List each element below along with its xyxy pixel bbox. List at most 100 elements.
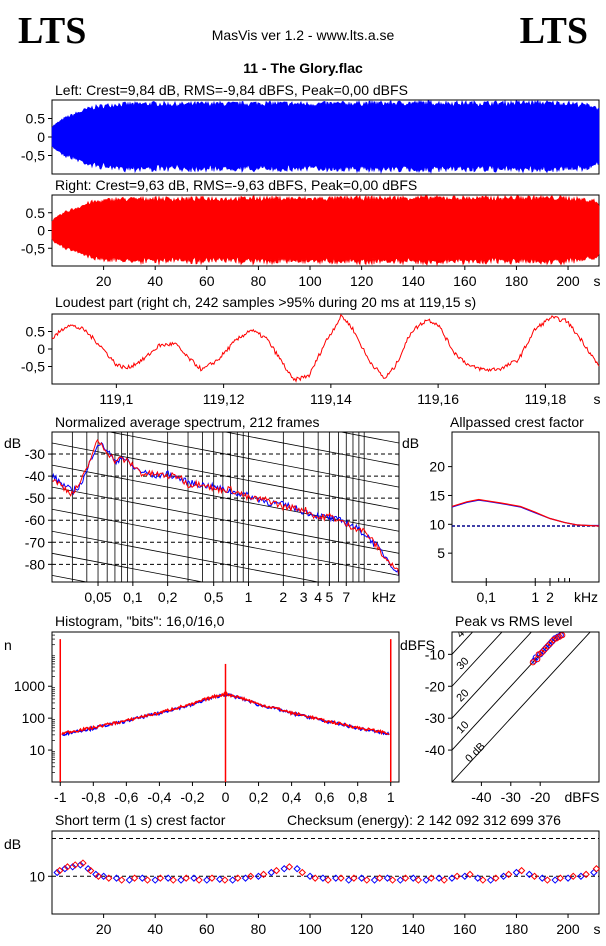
short-term-point xyxy=(551,876,559,884)
spectrum-ytick-label: -80 xyxy=(25,556,45,572)
logo-right: LTS xyxy=(519,10,588,52)
peak-rms-diagonal xyxy=(452,632,562,751)
short-term-point xyxy=(298,868,306,877)
short-term-point xyxy=(525,870,534,879)
spectrum-xtick-label: 1 xyxy=(245,589,253,605)
spectrum-xtick-label: 4 xyxy=(314,589,322,605)
right-waveform-envelope xyxy=(51,194,600,267)
short-term-point xyxy=(79,859,87,867)
loudest-part-xtick-label: 119,1 xyxy=(99,391,133,407)
short-term-point xyxy=(182,874,190,882)
spectrum-ylabel: dB xyxy=(4,435,21,451)
peak-rms-xlabel: dBFS xyxy=(564,789,599,805)
left-waveform-ytick-label: -0,5 xyxy=(21,148,45,164)
peak-rms-ytick-label: -10 xyxy=(425,646,445,662)
app-title: MasVis ver 1.2 - www.lts.a.se xyxy=(211,27,395,43)
short-term-xtick-label: 140 xyxy=(402,921,426,937)
allpassed-series-line xyxy=(451,499,599,527)
loudest-part-frame xyxy=(51,313,600,385)
short-term-point xyxy=(440,876,448,884)
peak-rms-diagonal xyxy=(452,632,591,782)
histogram-xtick-label: -0,2 xyxy=(180,789,204,805)
short-term-point xyxy=(285,863,294,871)
short-term-point xyxy=(363,876,371,884)
spectrum-xunit: kHz xyxy=(372,589,396,605)
spectrum-slope-line xyxy=(52,597,399,663)
histogram-xtick-label: 0,6 xyxy=(315,789,335,805)
short-term-point xyxy=(280,865,288,873)
short-term-point xyxy=(94,872,103,880)
spectrum-ytick-label: -50 xyxy=(25,490,45,506)
spectrum-title: Normalized average spectrum, 212 frames xyxy=(55,414,320,430)
short-term-point xyxy=(68,863,77,871)
short-term-point xyxy=(267,868,276,877)
allpassed-ytick-label: 20 xyxy=(429,459,445,475)
spectrum-xtick-label: 3 xyxy=(300,589,308,605)
right-waveform-ytick-label: 0 xyxy=(37,223,45,239)
peak-rms-diagonal xyxy=(452,632,503,687)
histogram-xtick-label: 0,8 xyxy=(348,789,368,805)
spectrum-series-line xyxy=(52,439,399,576)
allpassed-xtick-label: 1 xyxy=(531,589,539,605)
spectrum-ytick-label: -30 xyxy=(25,446,45,462)
histogram-xtick-label: -0,6 xyxy=(114,789,138,805)
loudest-part-ytick-label: 0.5 xyxy=(26,324,46,340)
histogram-ytick-label: 1000 xyxy=(14,678,45,694)
spectrum-grid xyxy=(52,333,399,663)
short-term-point xyxy=(435,874,443,882)
short-term-point xyxy=(203,876,211,884)
short-term-point xyxy=(453,872,461,880)
right-waveform-xtick-label: 40 xyxy=(147,273,163,289)
short-term-point xyxy=(76,861,85,869)
loudest-part-ytick-label: -0,5 xyxy=(21,359,45,375)
short-term-ylabel: dB xyxy=(4,836,21,852)
short-term-point xyxy=(272,866,281,875)
short-term-point xyxy=(112,874,121,882)
allpassed-ytick-label: 10 xyxy=(429,516,445,532)
spectrum-xtick-label: 2 xyxy=(279,589,287,605)
histogram-xtick-label: -0,4 xyxy=(147,789,171,805)
loudest-part-title: Loudest part (right ch, 242 samples >95%… xyxy=(55,294,477,310)
short-term-point xyxy=(86,866,95,875)
peak-rms-point xyxy=(559,632,566,639)
short-term-point xyxy=(414,876,423,884)
spectrum-xtick-label: 0,05 xyxy=(84,589,111,605)
short-term-point xyxy=(71,861,79,869)
short-term-point xyxy=(143,876,152,884)
short-term-point xyxy=(388,876,397,884)
spectrum-slope-line xyxy=(339,432,399,444)
peak-rms-xtick-label: -30 xyxy=(501,789,521,805)
left-waveform-ytick-label: 0.5 xyxy=(26,111,46,127)
short-term-point xyxy=(241,874,250,882)
peak-rms-point xyxy=(556,633,563,640)
peak-rms-ytick-label: -40 xyxy=(425,742,445,758)
right-waveform-title: Right: Crest=9,63 dB, RMS=-9,63 dBFS, Pe… xyxy=(55,177,418,193)
short-term-point xyxy=(383,874,392,882)
peak-rms-title: Peak vs RMS level xyxy=(455,613,573,629)
peak-rms-point xyxy=(550,636,557,644)
histogram-xtick-label: -0,8 xyxy=(81,789,105,805)
short-term-point xyxy=(479,876,487,884)
spectrum-slope-line xyxy=(52,355,399,421)
short-term-point xyxy=(246,872,255,880)
short-term-point xyxy=(504,870,513,879)
allpassed-ylabel: dB xyxy=(402,435,419,451)
short-term-xtick-label: 60 xyxy=(199,921,215,937)
allpassed-frame xyxy=(451,431,600,583)
loudest-part-ytick-label: 0 xyxy=(37,341,45,357)
histogram-ytick-label: 10 xyxy=(29,742,45,758)
short-term-point xyxy=(190,874,198,882)
loudest-part-xunit: s xyxy=(594,391,601,407)
short-term-ytick-label: 10 xyxy=(29,868,45,884)
peak-rms-frame xyxy=(451,631,600,783)
allpassed-xunit: kHz xyxy=(574,589,598,605)
short-term-point xyxy=(577,872,585,880)
spectrum-slope-line xyxy=(52,333,399,399)
short-term-point xyxy=(582,870,590,879)
short-term-point xyxy=(370,876,379,884)
peak-rms-diagonal xyxy=(452,632,532,719)
peak-rms-ylabel: dBFS xyxy=(400,637,435,653)
short-term-point xyxy=(195,876,203,884)
short-term-point xyxy=(105,874,113,882)
histogram-xtick-label: 1 xyxy=(387,789,395,805)
